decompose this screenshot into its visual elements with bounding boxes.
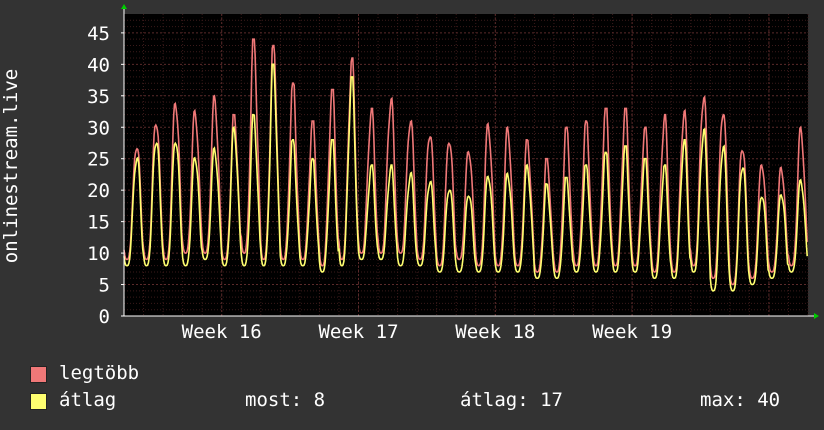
stat-now: most: 8	[245, 389, 326, 411]
y-tick-label: 15	[87, 212, 110, 234]
chart: 0 5 10 15 20 25 30 35 40 45 Week 16 Week 17 Week 18…	[0, 4, 819, 343]
x-tick-label: Week 19	[592, 321, 672, 343]
y-tick-label: 35	[87, 86, 110, 108]
legend: legtöbb átlag most: 8 átlag: 17 max: 40	[30, 362, 810, 416]
legend-row-avg: átlag most: 8 átlag: 17 max: 40	[30, 389, 810, 416]
series-layer	[123, 38, 808, 292]
x-tick-labels: Week 16 Week 17 Week 18 Week 19	[182, 321, 672, 343]
y-tick-labels: 0 5 10 15 20 25 30 35 40 45	[87, 23, 110, 328]
y-tick-label: 25	[87, 149, 110, 171]
y-tick-label: 5	[99, 275, 110, 297]
y-tick-label: 45	[87, 23, 110, 45]
y-tick-label: 0	[99, 306, 110, 328]
axes	[121, 4, 819, 319]
y-tick-label: 30	[87, 117, 110, 139]
legend-label-avg: átlag	[59, 389, 117, 411]
x-axis-arrow	[814, 313, 819, 319]
legend-label-max: legtöbb	[59, 362, 140, 384]
y-axis-label: onlinestream.live	[0, 69, 22, 263]
x-tick-label: Week 18	[455, 321, 535, 343]
y-tick-label: 20	[87, 180, 110, 202]
legend-swatch-avg	[30, 393, 47, 410]
minor-grid	[123, 14, 809, 316]
x-tick-label: Week 16	[182, 321, 262, 343]
legend-swatch-max	[30, 366, 47, 383]
legend-row-max: legtöbb	[30, 362, 810, 389]
x-tick-label: Week 17	[318, 321, 398, 343]
stat-max: max: 40	[700, 389, 781, 411]
series-line-avg	[123, 63, 808, 292]
y-tick-label: 40	[87, 54, 110, 76]
y-tick-label: 10	[87, 243, 110, 265]
y-axis-arrow	[121, 4, 127, 9]
stat-average: átlag: 17	[460, 389, 563, 411]
